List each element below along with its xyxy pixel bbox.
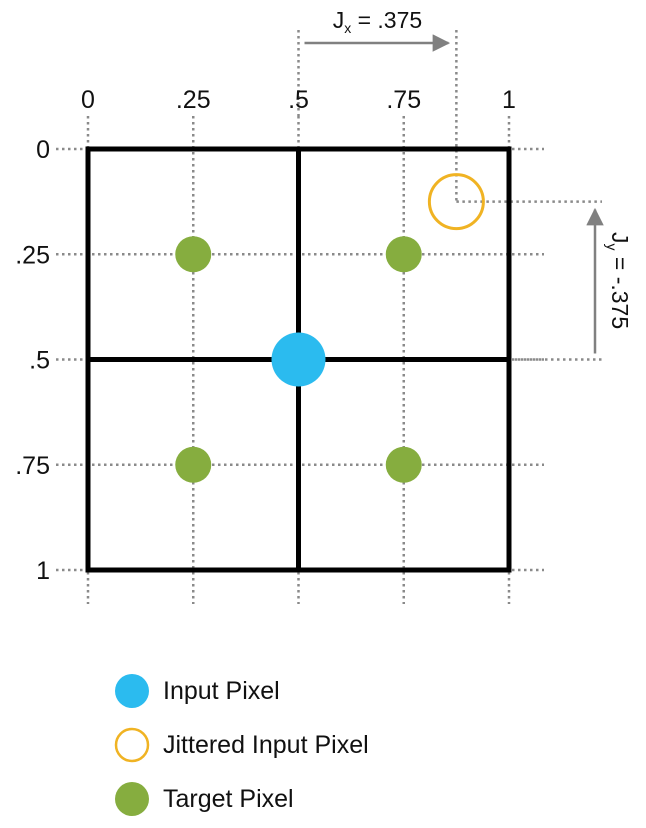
x-tick-label: 1: [502, 86, 516, 114]
legend-item-jittered-pixel: Jittered Input Pixel: [112, 718, 369, 772]
jitter-x-label-sub: x: [344, 20, 351, 36]
dotted-guides: [56, 30, 602, 604]
x-tick-label: .25: [176, 86, 211, 114]
jitter-y-label-rest: = -.375: [607, 250, 633, 329]
x-tick-label: .75: [386, 86, 421, 114]
x-tick-label: .5: [288, 86, 309, 114]
target-pixel-marker: [385, 236, 422, 273]
y-tick-label: .75: [15, 452, 50, 480]
target-pixel-marker: [175, 236, 212, 273]
jitter-y-label-group: Jy = -.375: [604, 232, 633, 329]
legend-item-input-pixel: Input Pixel: [112, 664, 369, 718]
jitter-x-label-rest: = .375: [351, 7, 422, 33]
legend-label-target-pixel: Target Pixel: [163, 784, 294, 813]
pixel-markers: [175, 173, 485, 483]
x-tick-label: 0: [81, 86, 95, 114]
y-tick-label: 1: [36, 557, 50, 585]
jitter-x-label: Jx = .375: [333, 7, 422, 36]
legend-label-input-pixel: Input Pixel: [163, 676, 280, 705]
jitter-y-label-sub: y: [604, 243, 620, 250]
x-tick-labels: 0 .25 .5 .75 1: [81, 86, 516, 114]
y-tick-label: .5: [29, 347, 50, 375]
target-pixel-marker: [385, 446, 422, 483]
jitter-y-label-main: J: [607, 232, 633, 244]
legend-item-target-pixel: Target Pixel: [112, 772, 369, 826]
legend-label-jittered-pixel: Jittered Input Pixel: [163, 730, 369, 759]
y-tick-label: .25: [15, 241, 50, 269]
jitter-annotations: Jx = .375 Jy = -.375: [304, 7, 633, 354]
y-tick-label: 0: [36, 136, 50, 164]
jittered-input-pixel-marker: [427, 173, 485, 231]
y-tick-labels: 0 .25 .5 .75 1: [15, 136, 50, 585]
jitter-y-label: Jy = -.375: [604, 232, 633, 329]
input-pixel-swatch-icon: [115, 674, 149, 708]
target-pixel-swatch-icon: [115, 782, 149, 816]
jittered-pixel-swatch-icon: [114, 727, 150, 763]
target-pixel-marker: [175, 446, 212, 483]
input-pixel-marker: [271, 332, 326, 387]
legend: Input Pixel Jittered Input Pixel Target …: [112, 664, 369, 826]
jitter-x-label-main: J: [333, 7, 345, 33]
